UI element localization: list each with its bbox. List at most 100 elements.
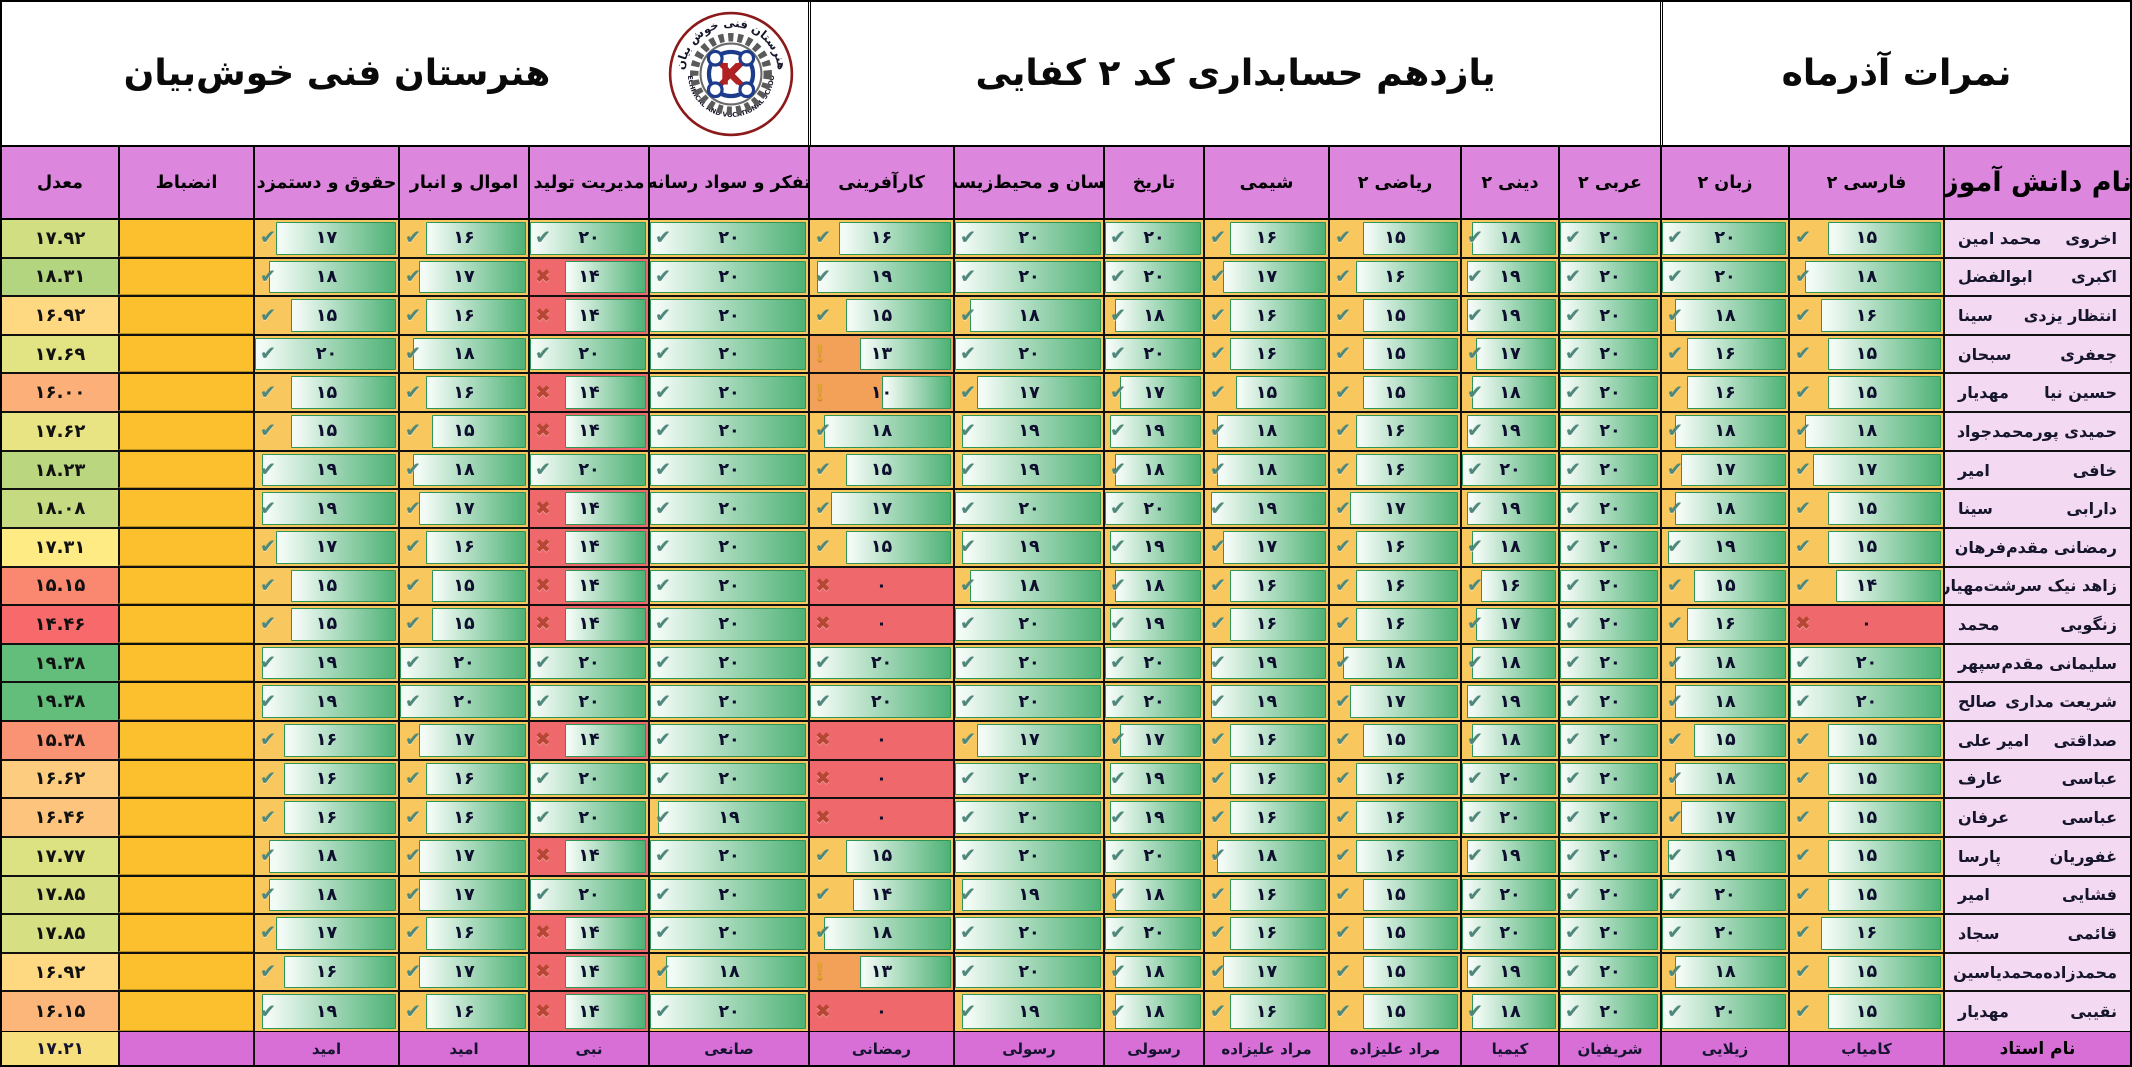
average-cell[interactable]: ۱۷.۹۲ (2, 220, 118, 257)
grade-cell[interactable]: ✔ ۱۷ (253, 220, 398, 257)
grade-cell[interactable]: ✖ ۱۴ (528, 722, 648, 759)
grade-cell[interactable]: ✔ ۲۰ (1558, 258, 1660, 296)
grade-cell[interactable]: ✔ ۱۸ (1103, 953, 1203, 991)
grade-cell[interactable]: ✔ ۱۹ (1103, 528, 1203, 566)
grade-cell[interactable]: ✔ ۱۵ (1203, 374, 1328, 412)
grade-cell[interactable]: ✔ ۲۰ (1558, 837, 1660, 875)
grade-cell[interactable]: ✔ ۱۵ (253, 413, 398, 450)
grade-cell[interactable]: ✔ ۲۰ (953, 915, 1103, 952)
grade-cell[interactable]: ✔ ۲۰ (953, 220, 1103, 257)
average-cell[interactable]: ۱۷.۷۷ (2, 837, 118, 875)
grade-cell[interactable]: ✔ ۱۸ (953, 567, 1103, 605)
grade-cell[interactable]: ✔ ۱۶ (1203, 297, 1328, 334)
grade-cell[interactable]: ✔ ۱۶ (1203, 992, 1328, 1031)
grade-cell[interactable]: ✔ ۱۷ (1660, 451, 1788, 489)
grade-cell[interactable]: ✔ ۱۵ (1788, 992, 1943, 1031)
grade-cell[interactable]: ✔ ۲۰ (1460, 760, 1558, 798)
grade-cell[interactable]: ✔ ۱۶ (1660, 374, 1788, 412)
grade-cell[interactable]: ✔ ۱۸ (398, 335, 528, 373)
grade-cell[interactable]: ✔ ۱۷ (1328, 683, 1460, 721)
header-subject-5[interactable]: شیمی (1203, 147, 1328, 218)
grade-cell[interactable]: ✔ ۱۷ (398, 953, 528, 991)
grade-cell[interactable]: ✔ ۲۰ (1660, 915, 1788, 952)
grade-cell[interactable]: ✔ ۱۵ (1660, 567, 1788, 605)
grade-cell[interactable]: ✔ ۲۰ (1558, 760, 1660, 798)
grade-cell[interactable]: ✔ ۱۶ (1460, 567, 1558, 605)
grade-cell[interactable]: ✔ ۱۷ (398, 490, 528, 527)
grade-cell[interactable]: ✔ ۲۰ (1558, 992, 1660, 1031)
grade-cell[interactable]: ✔ ۱۵ (808, 528, 953, 566)
grade-cell[interactable]: ✔ ۱۵ (398, 413, 528, 450)
discipline-cell[interactable] (118, 258, 253, 296)
grade-cell[interactable]: ! ۱۰ (808, 374, 953, 412)
grade-cell[interactable]: ✔ ۲۰ (528, 683, 648, 721)
grade-cell[interactable]: ✔ ۱۶ (398, 528, 528, 566)
grade-cell[interactable]: ✔ ۲۰ (1558, 799, 1660, 836)
grade-cell[interactable]: ✔ ۲۰ (1558, 374, 1660, 412)
grade-cell[interactable]: ✔ ۱۸ (1460, 992, 1558, 1031)
header-subject-7[interactable]: انسان و محیط‌زیست (953, 147, 1103, 218)
grade-cell[interactable]: ! ۱۳ (808, 953, 953, 991)
grade-cell[interactable]: ✔ ۱۷ (1460, 606, 1558, 643)
grade-cell[interactable]: ✔ ۱۸ (1103, 451, 1203, 489)
grade-cell[interactable]: ✔ ۱۹ (1460, 297, 1558, 334)
grade-cell[interactable]: ✔ ۱۶ (1203, 606, 1328, 643)
grade-cell[interactable]: ✔ ۲۰ (953, 953, 1103, 991)
grade-cell[interactable]: ✔ ۲۰ (1558, 413, 1660, 450)
grade-cell[interactable]: ✔ ۱۵ (1328, 722, 1460, 759)
grade-cell[interactable]: ✔ ۱۴ (1788, 567, 1943, 605)
teacher-name-cell[interactable]: مراد علیزاده (1203, 1032, 1328, 1065)
grade-cell[interactable]: ✔ ۱۶ (1203, 220, 1328, 257)
grade-cell[interactable]: ✖ ۱۴ (528, 528, 648, 566)
grade-cell[interactable]: ✔ ۱۹ (808, 258, 953, 296)
grade-cell[interactable]: ✔ ۲۰ (1558, 297, 1660, 334)
grade-cell[interactable]: ✔ ۲۰ (1558, 606, 1660, 643)
grade-cell[interactable]: ✔ ۱۸ (808, 413, 953, 450)
student-name-cell[interactable]: نقیبی مهدیار (1943, 992, 2130, 1031)
discipline-cell[interactable] (118, 220, 253, 257)
grade-cell[interactable]: ✔ ۲۰ (528, 451, 648, 489)
grade-cell[interactable]: ✔ ۱۷ (1328, 490, 1460, 527)
grade-cell[interactable]: ✔ ۲۰ (648, 567, 808, 605)
grade-cell[interactable]: ✔ ۱۶ (1203, 722, 1328, 759)
grade-cell[interactable]: ✔ ۱۵ (1328, 992, 1460, 1031)
grade-cell[interactable]: ✔ ۱۵ (253, 297, 398, 334)
grade-cell[interactable]: ✔ ۲۰ (1103, 490, 1203, 527)
grade-cell[interactable]: ✔ ۲۰ (648, 451, 808, 489)
grade-cell[interactable]: ✔ ۱۵ (1328, 953, 1460, 991)
grade-cell[interactable]: ✔ ۲۰ (953, 606, 1103, 643)
grade-cell[interactable]: ✔ ۱۷ (1660, 799, 1788, 836)
grade-cell[interactable]: ✔ ۱۷ (1103, 722, 1203, 759)
grade-cell[interactable]: ✔ ۲۰ (398, 644, 528, 682)
average-cell[interactable]: ۱۷.۳۱ (2, 528, 118, 566)
teacher-name-cell[interactable]: کیمیا (1460, 1032, 1558, 1065)
student-name-cell[interactable]: دارابی سینا (1943, 490, 2130, 527)
header-student-name[interactable]: نام دانش آموز (1943, 147, 2130, 218)
grade-cell[interactable]: ✔ ۱۹ (1660, 528, 1788, 566)
average-cell[interactable]: ۱۵.۳۸ (2, 722, 118, 759)
header-subject-6[interactable]: تاریخ (1103, 147, 1203, 218)
grade-cell[interactable]: ✔ ۱۷ (253, 915, 398, 952)
grade-cell[interactable]: ✔ ۱۹ (253, 490, 398, 527)
average-cell[interactable]: ۱۶.۹۲ (2, 953, 118, 991)
discipline-cell[interactable] (118, 760, 253, 798)
grade-cell[interactable]: ✖ ۱۴ (528, 413, 648, 450)
grade-cell[interactable]: ✖ ۰ (808, 992, 953, 1031)
grade-cell[interactable]: ✔ ۱۵ (1788, 760, 1943, 798)
grade-cell[interactable]: ✔ ۱۵ (398, 606, 528, 643)
grade-cell[interactable]: ✔ ۱۸ (1660, 644, 1788, 682)
grade-cell[interactable]: ✔ ۱۷ (953, 374, 1103, 412)
grade-cell[interactable]: ✔ ۱۶ (1788, 297, 1943, 334)
grade-cell[interactable]: ✔ ۱۶ (398, 297, 528, 334)
grade-cell[interactable]: ✔ ۱۵ (1788, 335, 1943, 373)
grade-cell[interactable]: ✖ ۰ (1788, 606, 1943, 643)
grade-cell[interactable]: ✔ ۱۶ (1328, 528, 1460, 566)
grade-cell[interactable]: ✔ ۱۹ (253, 451, 398, 489)
average-cell[interactable]: ۱۸.۰۸ (2, 490, 118, 527)
grade-cell[interactable]: ✔ ۱۸ (1103, 992, 1203, 1031)
grade-cell[interactable]: ✔ ۲۰ (953, 335, 1103, 373)
student-name-cell[interactable]: سلیمانی مقدم سپهر (1943, 644, 2130, 682)
grade-cell[interactable]: ✔ ۱۸ (1460, 374, 1558, 412)
grade-cell[interactable]: ✖ ۰ (808, 567, 953, 605)
discipline-cell[interactable] (118, 490, 253, 527)
